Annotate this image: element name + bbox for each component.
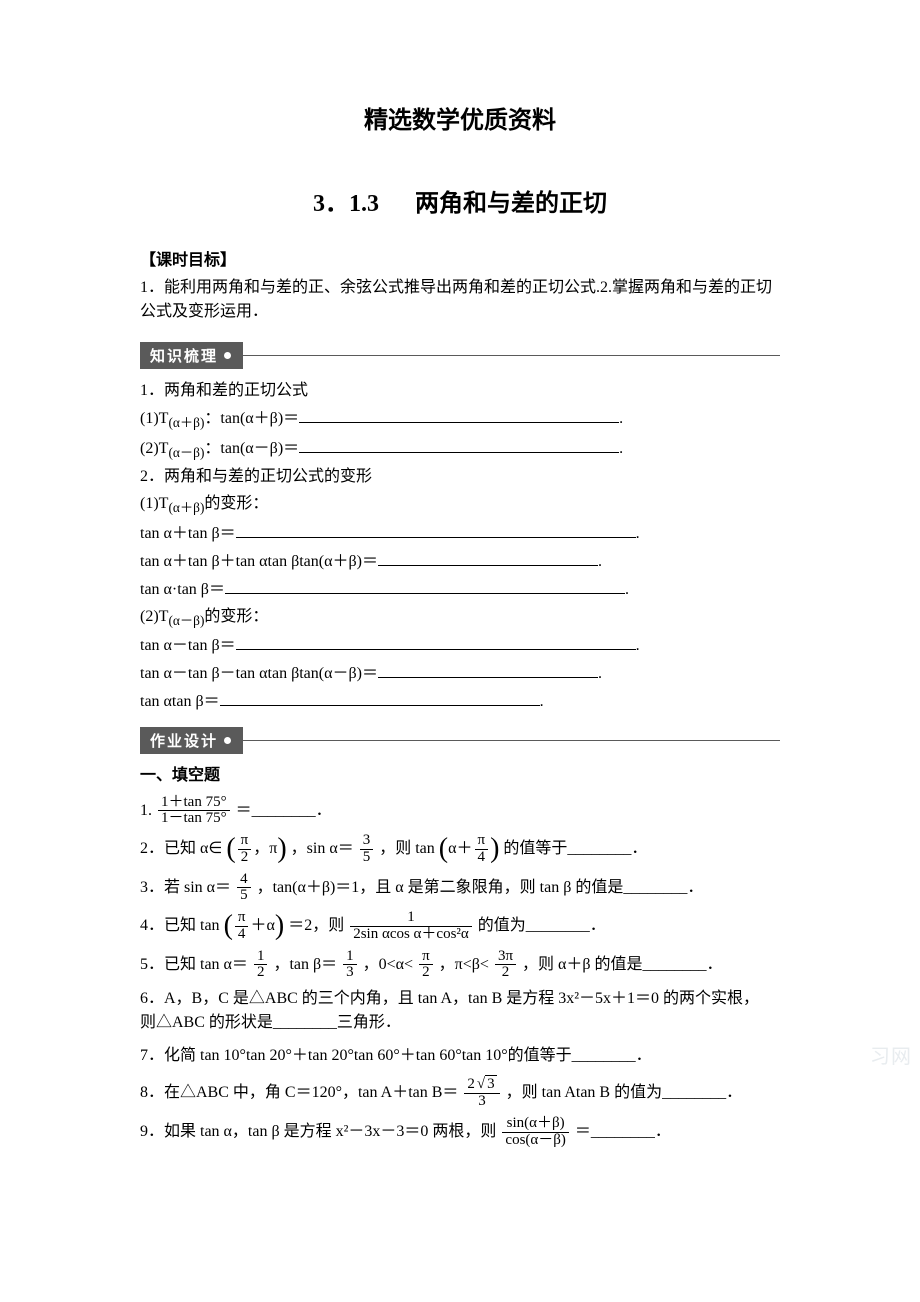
knowledge-var1-l3: tan α·tan β＝.	[140, 577, 780, 603]
right-paren-icon: )	[275, 912, 284, 940]
fill-blank	[236, 633, 636, 650]
ribbon-homework-row: 作业设计	[140, 727, 780, 754]
question-6: 6．A，B，C 是△ABC 的三个内角，且 tan A，tan B 是方程 3x…	[140, 987, 780, 1035]
ribbon-dot-icon	[224, 352, 231, 359]
ribbon-knowledge-row: 知识梳理	[140, 342, 780, 369]
section-name: 两角和与差的正切	[415, 191, 607, 217]
section-title: 3．1.3 两角和与差的正切	[140, 183, 780, 218]
knowledge-var1-l2: tan α＋tan β＋tan αtan βtan(α＋β)＝.	[140, 549, 780, 575]
homework-section-label: 一、填空题	[140, 764, 780, 789]
page-header-title: 精选数学优质资料	[140, 100, 780, 135]
knowledge-var2-label: (2)T(α－β)的变形：	[140, 605, 780, 632]
knowledge-content: 1．两角和差的正切公式 (1)T(α＋β)：tan(α＋β)＝. (2)T(α－…	[140, 379, 780, 715]
knowledge-var1-l1: tan α＋tan β＝.	[140, 521, 780, 547]
left-paren-icon: (	[226, 835, 235, 863]
knowledge-var2-l1: tan α－tan β＝.	[140, 633, 780, 659]
sqrt-icon: 3	[475, 1077, 497, 1093]
ribbon-homework-label: 作业设计	[150, 730, 218, 751]
fill-blank	[225, 577, 625, 594]
knowledge-var2-l3: tan αtan β＝.	[140, 689, 780, 715]
knowledge-line-1b: (2)T(α－β)：tan(α－β)＝.	[140, 436, 780, 464]
fill-blank	[378, 549, 598, 566]
watermark: 习网	[870, 1040, 912, 1069]
fill-blank	[299, 436, 619, 453]
ribbon-line	[243, 355, 780, 356]
question-1: 1. 1＋tan 75° 1－tan 75° ＝________．	[140, 795, 780, 828]
objectives-text: 1．能利用两角和与差的正、余弦公式推导出两角和差的正切公式.2.掌握两角和与差的…	[140, 276, 780, 324]
homework-content: 一、填空题 1. 1＋tan 75° 1－tan 75° ＝________． …	[140, 764, 780, 1149]
right-paren-icon: )	[277, 835, 286, 863]
ribbon-knowledge-label: 知识梳理	[150, 345, 218, 366]
ribbon-knowledge: 知识梳理	[140, 342, 243, 369]
question-3: 3．若 sin α＝ 45 ，tan(α＋β)＝1，且 α 是第二象限角，则 t…	[140, 872, 780, 905]
question-2: 2．已知 α∈ ( π2 ，π ) ，sin α＝ 35 ，则 tan ( α＋…	[140, 833, 780, 866]
question-7: 7．化简 tan 10°tan 20°＋tan 20°tan 60°＋tan 6…	[140, 1041, 780, 1071]
page: 精选数学优质资料 3．1.3 两角和与差的正切 【课时目标】 1．能利用两角和与…	[0, 0, 920, 1302]
right-paren-icon: )	[490, 835, 499, 863]
knowledge-var1-label: (1)T(α＋β)的变形：	[140, 492, 780, 519]
fraction: 1＋tan 75° 1－tan 75°	[158, 795, 230, 828]
ribbon-line	[243, 740, 780, 741]
knowledge-heading-2: 2．两角和与差的正切公式的变形	[140, 465, 780, 490]
knowledge-line-1a: (1)T(α＋β)：tan(α＋β)＝.	[140, 406, 780, 434]
question-5: 5．已知 tan α＝ 12 ，tan β＝ 13 ，0<α< π2 ，π<β<…	[140, 949, 780, 982]
left-paren-icon: (	[439, 835, 448, 863]
ribbon-homework: 作业设计	[140, 727, 243, 754]
question-4: 4．已知 tan ( π4 ＋α ) ＝2，则 1 2sin αcos α＋co…	[140, 910, 780, 943]
section-number: 3．1.3	[313, 191, 379, 217]
question-9: 9．如果 tan α，tan β 是方程 x²－3x－3＝0 两根，则 sin(…	[140, 1116, 780, 1149]
left-paren-icon: (	[224, 912, 233, 940]
fill-blank	[236, 521, 636, 538]
knowledge-var2-l2: tan α－tan β－tan αtan βtan(α－β)＝.	[140, 661, 780, 687]
ribbon-dot-icon	[224, 737, 231, 744]
knowledge-heading-1: 1．两角和差的正切公式	[140, 379, 780, 404]
objectives-label: 【课时目标】	[140, 246, 780, 270]
question-8: 8．在△ABC 中，角 C＝120°，tan A＋tan B＝ 23 3 ，则 …	[140, 1077, 780, 1110]
fill-blank	[220, 689, 540, 706]
fill-blank	[378, 661, 598, 678]
fill-blank	[299, 406, 619, 423]
